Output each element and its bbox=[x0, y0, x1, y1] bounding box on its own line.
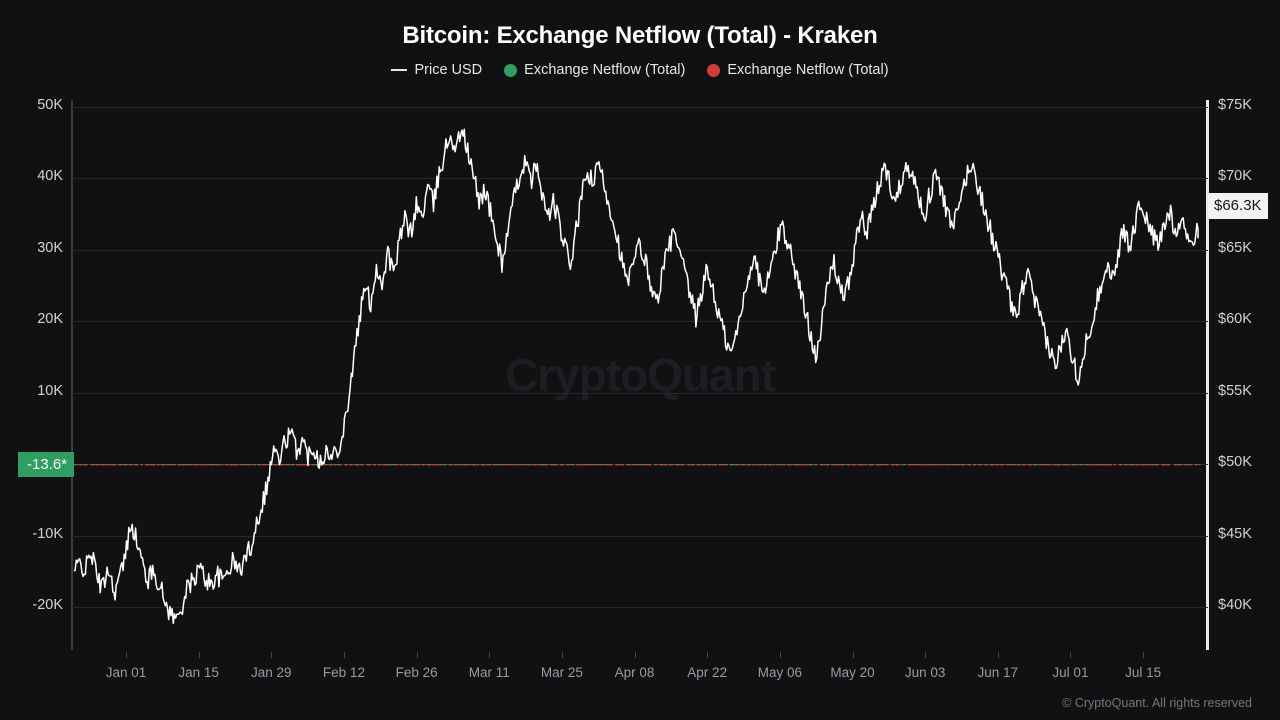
chart-series-svg bbox=[73, 128, 1201, 625]
line-marker-icon bbox=[391, 69, 408, 71]
x-axis-tick-mark bbox=[634, 652, 636, 658]
x-axis-tick-mark bbox=[1070, 652, 1072, 658]
y-axis-left-tick: 20K bbox=[37, 311, 63, 328]
price-line bbox=[73, 128, 1199, 625]
gridline bbox=[72, 392, 1208, 394]
chart-legend: Price USD Exchange Netflow (Total) Excha… bbox=[0, 62, 1280, 78]
gridline bbox=[72, 107, 1208, 108]
gridline bbox=[72, 178, 1208, 180]
x-axis-tick-mark bbox=[997, 652, 999, 658]
x-axis-tick: Jul 01 bbox=[1052, 665, 1089, 680]
gridline bbox=[72, 535, 1208, 537]
gridline bbox=[72, 321, 1208, 323]
x-axis-tick-mark bbox=[707, 652, 709, 658]
x-axis-tick-mark bbox=[1143, 652, 1145, 658]
y-axis-left-tick: -20K bbox=[32, 597, 63, 613]
y-axis-right-tick: $50K bbox=[1218, 454, 1252, 471]
copyright-notice: © CryptoQuant. All rights reserved bbox=[1062, 696, 1252, 710]
y-axis-left-tick: 10K bbox=[37, 382, 63, 399]
x-axis-tick: Feb 12 bbox=[322, 665, 365, 680]
legend-item-price[interactable]: Price USD bbox=[391, 62, 482, 78]
x-axis-tick-mark bbox=[271, 652, 273, 658]
x-axis-tick: Jul 15 bbox=[1125, 665, 1162, 680]
x-axis-tick-mark bbox=[416, 652, 418, 658]
netflow-outflow-bars bbox=[75, 464, 1198, 466]
y-axis-right-tick: $45K bbox=[1218, 525, 1252, 542]
y-axis-left-tick: -10K bbox=[32, 525, 63, 542]
x-axis-tick-mark bbox=[343, 652, 345, 658]
green-dot-icon bbox=[504, 63, 518, 77]
legend-item-netflow-inflow[interactable]: Exchange Netflow (Total) bbox=[504, 62, 685, 78]
legend-label-price: Price USD bbox=[414, 62, 483, 78]
x-axis-tick-mark bbox=[852, 652, 854, 658]
y-axis-right-tick: $55K bbox=[1218, 382, 1252, 399]
legend-item-netflow-outflow[interactable]: Exchange Netflow (Total) bbox=[707, 62, 889, 78]
x-axis-tick: Apr 22 bbox=[687, 665, 728, 680]
netflow-value-badge: -13.6* bbox=[18, 452, 75, 477]
page-title: Bitcoin: Exchange Netflow (Total) - Krak… bbox=[402, 22, 878, 49]
red-dot-icon bbox=[707, 63, 721, 77]
y-axis-right-tick: $75K bbox=[1218, 97, 1252, 113]
plot-area bbox=[72, 107, 1208, 628]
y-axis-right-tick: $70K bbox=[1218, 168, 1252, 185]
y-axis-right-line bbox=[1206, 100, 1209, 650]
x-axis-tick-mark bbox=[126, 652, 127, 658]
y-axis-right-tick: $65K bbox=[1218, 239, 1252, 256]
x-axis-tick: Jan 01 bbox=[105, 665, 147, 680]
y-axis-right-tick: $40K bbox=[1218, 597, 1252, 613]
x-axis-tick: Mar 25 bbox=[540, 665, 583, 680]
x-axis-tick: Mar 11 bbox=[468, 665, 510, 680]
legend-label-netflow-green: Exchange Netflow (Total) bbox=[524, 62, 686, 78]
x-axis-tick-mark bbox=[779, 652, 781, 658]
x-axis-tick: May 06 bbox=[757, 665, 802, 680]
x-axis-tick-mark bbox=[561, 652, 563, 658]
y-axis-left-tick: 50K bbox=[37, 97, 63, 113]
legend-label-netflow-red: Exchange Netflow (Total) bbox=[727, 62, 889, 78]
price-value-badge: $66.3K bbox=[1208, 193, 1268, 219]
x-axis-tick-mark bbox=[925, 652, 927, 658]
y-axis-right-tick: $60K bbox=[1218, 311, 1252, 328]
x-axis-tick-mark bbox=[489, 652, 491, 658]
y-axis-left-tick: 40K bbox=[37, 168, 63, 185]
x-axis-tick: Feb 26 bbox=[395, 665, 438, 680]
x-axis-tick: Jun 03 bbox=[904, 665, 946, 680]
y-axis-left-tick: 30K bbox=[37, 239, 63, 256]
x-axis-tick: Jan 15 bbox=[178, 665, 219, 680]
gridline bbox=[72, 607, 1208, 608]
y-axis-left-line bbox=[71, 100, 73, 650]
x-axis-tick: Jan 29 bbox=[251, 665, 292, 680]
x-axis-tick-mark bbox=[198, 652, 200, 658]
x-axis-tick: Jun 17 bbox=[977, 665, 1019, 680]
x-axis-tick: May 20 bbox=[830, 665, 875, 680]
x-axis-tick: Apr 08 bbox=[614, 665, 655, 680]
